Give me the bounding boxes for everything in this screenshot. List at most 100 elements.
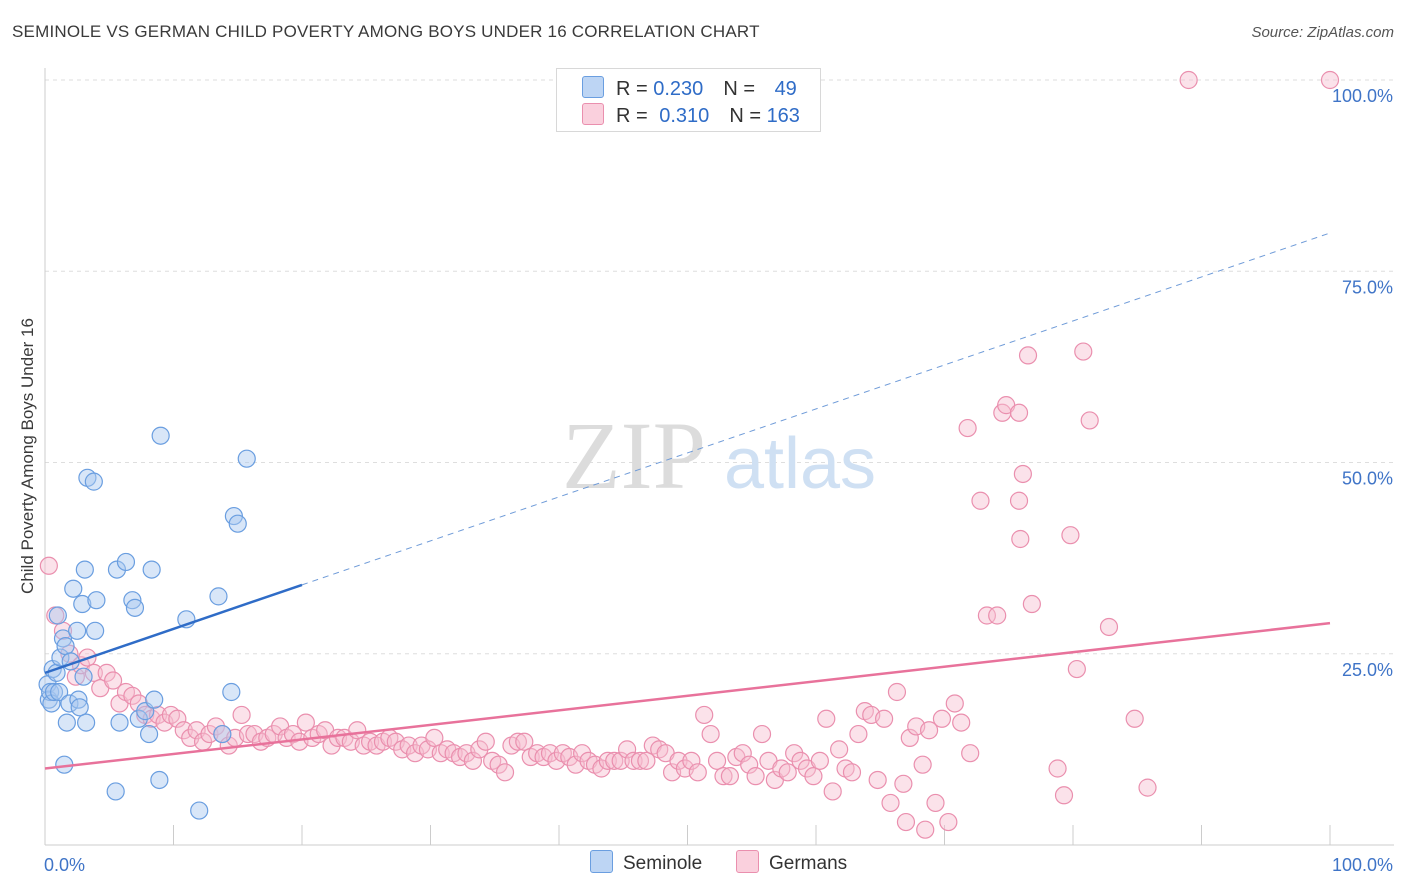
germans-point xyxy=(778,763,797,782)
seminole-point xyxy=(69,690,88,709)
seminole-legend-label: Seminole xyxy=(623,853,703,874)
germans-point xyxy=(881,793,900,813)
germans-point xyxy=(746,767,765,786)
seminole-point xyxy=(139,724,159,744)
bottom-legend-germans: Germans xyxy=(736,850,847,875)
germans-point xyxy=(988,606,1007,625)
germans-points xyxy=(39,70,1340,839)
n-value-germans: 163 xyxy=(766,105,800,127)
germans-swatch xyxy=(582,103,604,125)
seminole-point xyxy=(190,801,209,820)
seminole-trend-extension xyxy=(301,232,1331,586)
seminole-point xyxy=(70,698,89,717)
germans-point xyxy=(720,767,740,786)
seminole-point xyxy=(77,713,96,732)
germans-point xyxy=(971,491,990,510)
r-label: R = xyxy=(616,78,654,100)
germans-point xyxy=(104,671,123,690)
y-tick-label-75: 75.0% xyxy=(1342,277,1393,297)
germans-point xyxy=(932,709,952,728)
germans-point xyxy=(707,751,727,770)
germans-point xyxy=(733,744,752,763)
germans-point xyxy=(952,713,971,732)
germans-point xyxy=(1074,342,1093,361)
germans-point xyxy=(842,763,862,782)
germans-point xyxy=(618,740,637,759)
seminole-swatch xyxy=(582,76,604,98)
r-value-seminole: 0.230 xyxy=(653,78,704,100)
seminole-point xyxy=(87,591,106,610)
seminole-point xyxy=(57,713,76,732)
legend-row-germans: R = 0.310 N = 163 xyxy=(582,103,800,127)
germans-point xyxy=(84,663,103,682)
seminole-point xyxy=(213,724,232,744)
germans-trend-line xyxy=(44,621,1331,770)
germans-point xyxy=(463,751,483,770)
germans-point xyxy=(1099,617,1119,637)
seminole-point xyxy=(237,449,256,468)
n-label: N = xyxy=(729,105,767,127)
tick-labels: 25.0% 50.0% 75.0% 100.0% 0.0% 100.0% xyxy=(44,86,1393,875)
watermark: ZIP atlas xyxy=(562,402,876,509)
germans-point xyxy=(1011,529,1030,549)
germans-point xyxy=(598,751,617,770)
seminole-point xyxy=(145,690,164,709)
germans-point xyxy=(168,709,187,728)
germans-point xyxy=(926,793,945,813)
trend-lines xyxy=(44,232,1331,770)
seminole-point xyxy=(151,426,170,445)
germans-point xyxy=(916,820,935,839)
germans-point xyxy=(232,705,251,725)
germans-point xyxy=(1061,526,1080,545)
germans-point xyxy=(1048,759,1067,778)
germans-point xyxy=(1138,778,1157,797)
y-tick-label-50: 50.0% xyxy=(1342,469,1393,489)
seminole-point xyxy=(222,682,241,702)
germans-point xyxy=(810,751,829,770)
germans-point xyxy=(823,782,842,801)
seminole-point xyxy=(60,694,79,713)
n-label: N = xyxy=(723,78,761,100)
germans-point xyxy=(945,694,964,713)
germans-point xyxy=(476,732,495,751)
germans-point xyxy=(868,770,887,790)
germans-point xyxy=(1320,70,1340,90)
germans-point xyxy=(913,755,932,774)
seminole-point xyxy=(68,621,87,640)
germans-point xyxy=(605,751,624,770)
seminole-point xyxy=(125,598,145,617)
gridlines xyxy=(45,79,1394,655)
seminole-point xyxy=(86,621,105,640)
germans-point xyxy=(39,556,58,575)
germans-legend-swatch xyxy=(736,850,759,873)
germans-point xyxy=(1067,659,1086,679)
seminole-point xyxy=(50,682,69,702)
germans-point xyxy=(1009,403,1029,422)
germans-point xyxy=(611,751,630,770)
germans-point xyxy=(1018,346,1038,365)
seminole-point xyxy=(48,606,67,625)
germans-point xyxy=(977,606,997,625)
germans-point xyxy=(887,682,907,702)
germans-point xyxy=(752,724,772,744)
chart-title: SEMINOLE VS GERMAN CHILD POVERTY AMONG B… xyxy=(12,22,760,41)
germans-point xyxy=(425,728,444,748)
seminole-point xyxy=(116,552,136,572)
germans-point xyxy=(682,751,701,770)
germans-point xyxy=(961,744,980,763)
n-value-seminole: 49 xyxy=(774,78,797,100)
germans-point xyxy=(900,728,919,748)
germans-point xyxy=(804,767,823,786)
y-tick-label-25: 25.0% xyxy=(1342,660,1393,680)
germans-point xyxy=(896,812,916,832)
seminole-trend-line xyxy=(44,583,303,675)
seminole-point xyxy=(142,560,161,579)
germans-point xyxy=(508,732,527,751)
germans-point xyxy=(894,774,913,793)
bottom-legend-seminole: Seminole xyxy=(590,850,702,875)
seminole-point xyxy=(150,770,169,790)
r-value-germans: 0.310 xyxy=(659,105,710,127)
watermark-zip: ZIP xyxy=(562,402,706,509)
germans-point xyxy=(495,763,515,782)
